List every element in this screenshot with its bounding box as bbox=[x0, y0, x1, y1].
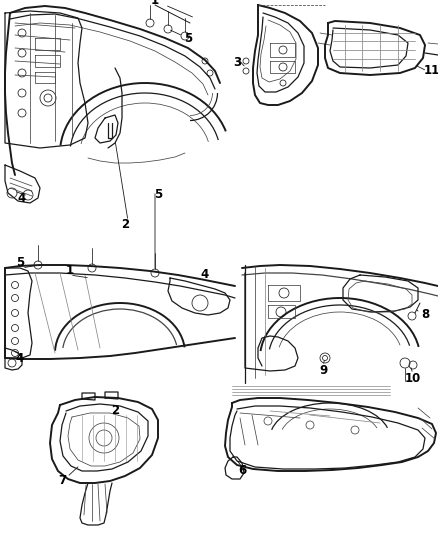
Text: 6: 6 bbox=[238, 464, 246, 478]
Circle shape bbox=[207, 70, 213, 76]
Text: 10: 10 bbox=[405, 372, 421, 384]
Text: 9: 9 bbox=[319, 365, 327, 377]
Text: 4: 4 bbox=[201, 269, 209, 281]
Circle shape bbox=[243, 68, 249, 74]
Text: 5: 5 bbox=[184, 31, 192, 44]
Circle shape bbox=[243, 58, 249, 64]
Text: 2: 2 bbox=[121, 219, 129, 231]
Text: 7: 7 bbox=[58, 474, 66, 488]
Text: 2: 2 bbox=[111, 405, 119, 417]
Text: 1: 1 bbox=[151, 0, 159, 6]
Text: 11: 11 bbox=[424, 64, 438, 77]
Text: 4: 4 bbox=[16, 351, 24, 365]
Text: 5: 5 bbox=[16, 256, 24, 270]
Text: 5: 5 bbox=[154, 189, 162, 201]
Circle shape bbox=[202, 58, 208, 64]
Text: 1: 1 bbox=[66, 264, 74, 278]
Text: 4: 4 bbox=[18, 191, 26, 205]
Text: 8: 8 bbox=[421, 309, 429, 321]
Text: 3: 3 bbox=[233, 56, 241, 69]
Circle shape bbox=[322, 356, 328, 360]
